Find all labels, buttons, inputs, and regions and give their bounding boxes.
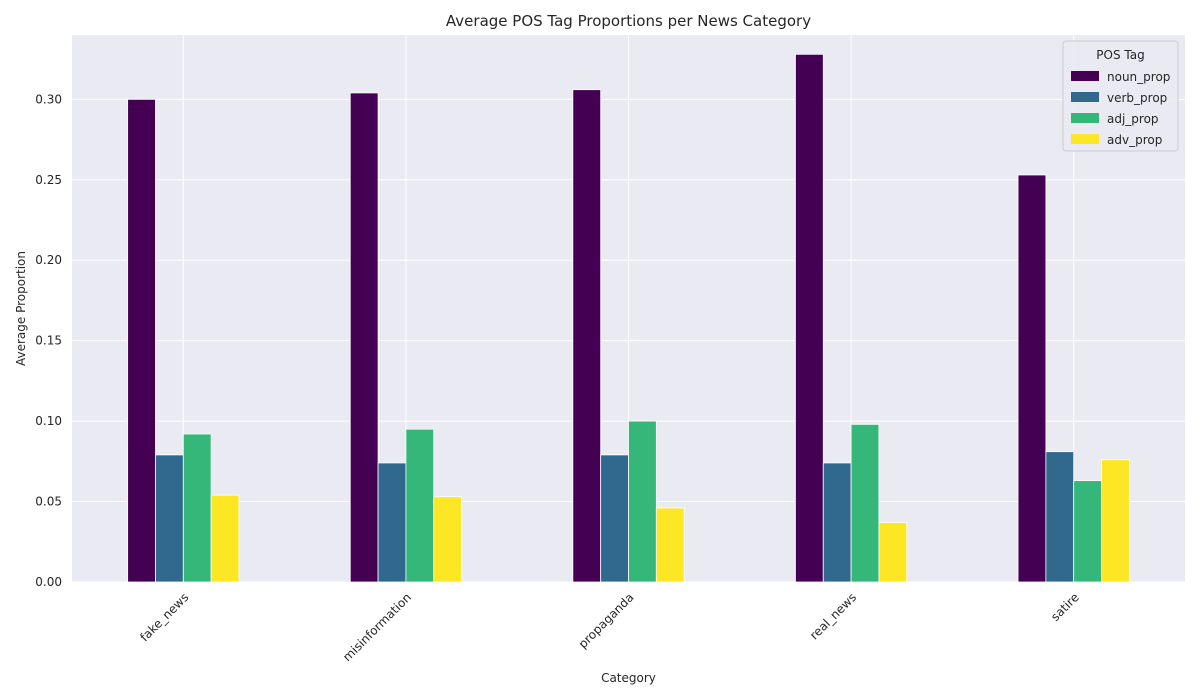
y-tick-label: 0.05 bbox=[35, 495, 62, 509]
bar-noun_prop-real_news bbox=[795, 53, 824, 583]
bar-adj_prop-propaganda bbox=[628, 420, 657, 583]
bar-verb_prop-fake_news bbox=[155, 454, 184, 583]
y-tick-label: 0.10 bbox=[35, 414, 62, 428]
x-tick-label: satire bbox=[1048, 590, 1082, 624]
y-tick-label: 0.25 bbox=[35, 173, 62, 187]
bar-adj_prop-misinformation bbox=[405, 428, 435, 583]
legend-swatch-noun_prop bbox=[1071, 71, 1099, 81]
legend-label-noun_prop: noun_prop bbox=[1107, 70, 1170, 84]
bar-adj_prop-real_news bbox=[850, 423, 880, 583]
bar-verb_prop-propaganda bbox=[600, 454, 629, 583]
bar-verb_prop-real_news bbox=[822, 462, 852, 583]
y-axis: 0.00 0.05 0.10 0.15 0.20 0.25 0.30 bbox=[35, 92, 62, 589]
legend-swatch-verb_prop bbox=[1071, 92, 1099, 102]
bar-adv_prop-real_news bbox=[878, 522, 908, 583]
legend-title: POS Tag bbox=[1096, 48, 1144, 62]
bar-noun_prop-fake_news bbox=[127, 98, 156, 583]
y-tick-label: 0.15 bbox=[35, 334, 62, 348]
bar-adv_prop-misinformation bbox=[433, 496, 462, 583]
x-tick-label: propaganda bbox=[576, 590, 637, 651]
bar-verb_prop-misinformation bbox=[377, 462, 407, 583]
y-axis-title: Average Proportion bbox=[14, 251, 28, 366]
bar-noun_prop-propaganda bbox=[572, 89, 602, 583]
bar-noun_prop-satire bbox=[1017, 174, 1047, 583]
legend-label-adj_prop: adj_prop bbox=[1107, 112, 1159, 126]
x-tick-label: real_news bbox=[807, 590, 859, 642]
bar-verb_prop-satire bbox=[1045, 451, 1075, 583]
bar-adv_prop-satire bbox=[1101, 459, 1130, 583]
x-axis: fake_news misinformation propaganda real_ne… bbox=[137, 590, 1082, 664]
bar-adj_prop-fake_news bbox=[182, 433, 212, 583]
x-tick-label: misinformation bbox=[340, 590, 414, 664]
y-tick-label: 0.20 bbox=[35, 253, 62, 267]
legend-swatch-adv_prop bbox=[1071, 134, 1099, 144]
bar-adj_prop-satire bbox=[1073, 480, 1102, 583]
bars bbox=[127, 53, 1130, 583]
y-tick-label: 0.30 bbox=[35, 92, 62, 106]
legend-box bbox=[1062, 40, 1179, 152]
bar-noun_prop-misinformation bbox=[349, 92, 379, 583]
legend-label-adv_prop: adv_prop bbox=[1107, 133, 1162, 147]
legend-swatch-adj_prop bbox=[1071, 113, 1099, 123]
chart-title: Average POS Tag Proportions per News Cat… bbox=[446, 12, 811, 30]
y-tick-label: 0.00 bbox=[35, 575, 62, 589]
legend: POS Tag noun_prop verb_prop adj_prop adv_pr… bbox=[1062, 40, 1179, 152]
x-tick-label: fake_news bbox=[137, 590, 191, 644]
legend-label-verb_prop: verb_prop bbox=[1107, 91, 1167, 105]
x-axis-title: Category bbox=[601, 671, 656, 685]
bar-adv_prop-fake_news bbox=[210, 494, 240, 583]
bar-adv_prop-propaganda bbox=[655, 507, 685, 583]
